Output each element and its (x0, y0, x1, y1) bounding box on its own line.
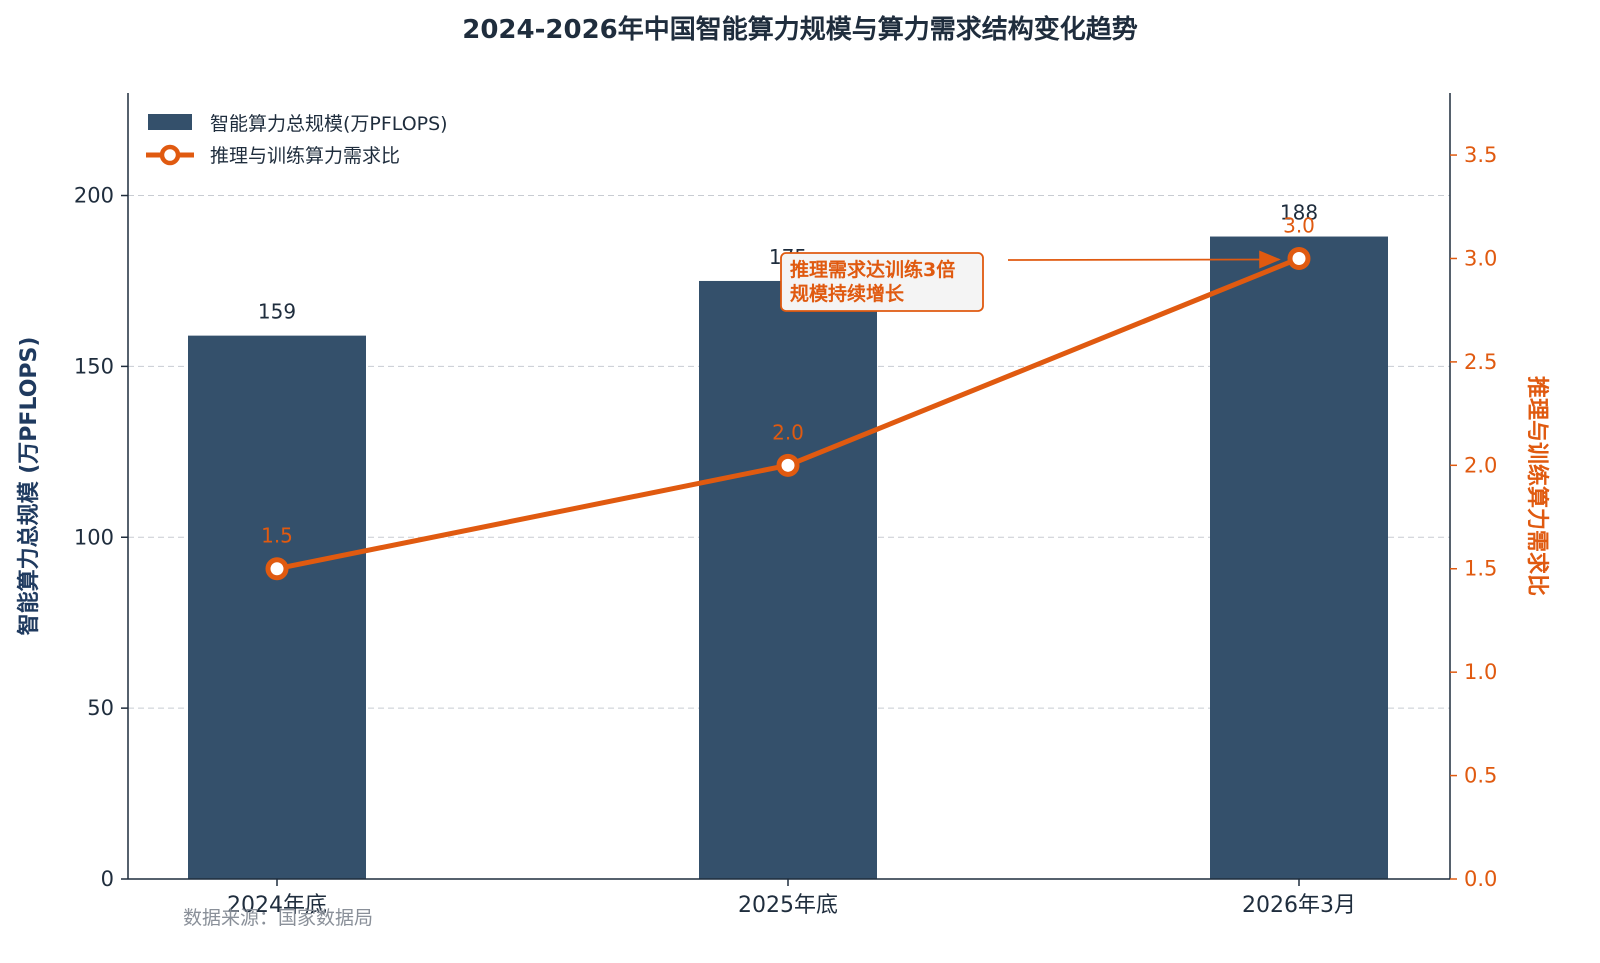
bar-value-label: 159 (258, 300, 296, 324)
ratio-point (1287, 246, 1311, 270)
y-tick-label-right: 3.0 (1464, 246, 1497, 270)
x-tick-label: 2026年3月 (1242, 893, 1356, 918)
legend-swatch-marker (159, 144, 181, 166)
y-tick-label-right: 2.0 (1464, 453, 1497, 477)
y-tick-label-left: 100 (74, 525, 114, 549)
annotation-text: 规模持续增长 (790, 282, 905, 305)
bar (1210, 236, 1388, 879)
bar-value-label: 188 (1280, 201, 1318, 225)
line-series (265, 246, 1311, 581)
legend-label-bars: 智能算力总规模(万PFLOPS) (210, 113, 448, 135)
y-tick-label-right: 0.0 (1464, 867, 1497, 891)
chart-title: 2024-2026年中国智能算力规模与算力需求结构变化趋势 (462, 14, 1138, 45)
y-tick-label-right: 2.5 (1464, 350, 1497, 374)
x-tick-label: 2024年底 (227, 893, 327, 918)
y-tick-label-right: 3.5 (1464, 143, 1497, 167)
y-axis-left-label: 智能算力总规模 (万PFLOPS) (16, 337, 42, 636)
y-tick-label-left: 150 (74, 354, 114, 378)
bar (188, 335, 366, 880)
y-tick-label-left: 0 (101, 867, 114, 891)
annotation-box (780, 252, 984, 312)
ratio-value-label: 3.0 (1283, 213, 1315, 237)
bar (699, 280, 877, 879)
legend-swatch-bars (148, 114, 192, 130)
y-tick-label-left: 200 (74, 184, 114, 208)
ratio-point (776, 453, 800, 477)
annotation-arrow (1007, 250, 1281, 269)
ratio-value-label: 2.0 (772, 420, 804, 444)
y-tick-label-right: 1.5 (1464, 557, 1497, 581)
legend: 智能算力总规模(万PFLOPS) 推理与训练算力需求比 (146, 113, 448, 167)
y-tick-label-right: 1.0 (1464, 660, 1497, 684)
y-tick-label-right: 0.5 (1464, 764, 1497, 788)
ratio-value-label: 1.5 (261, 524, 293, 548)
annotation-text: 推理需求达训练3倍 (790, 258, 955, 281)
y-axis-right-label: 推理与训练算力需求比 (1524, 376, 1550, 596)
y-tick-label-left: 50 (87, 696, 114, 720)
axes: 0 50 100 150 200 0.0 0.5 1.0 1.5 2.0 2.5 3.0 3.5 2024… (74, 93, 1497, 918)
x-tick-label: 2025年底 (738, 893, 838, 918)
bar-series (188, 236, 1388, 880)
legend-label-line: 推理与训练算力需求比 (210, 145, 400, 167)
data-source-note: 数据来源：国家数据局 (183, 907, 373, 929)
ratio-point (265, 557, 289, 581)
